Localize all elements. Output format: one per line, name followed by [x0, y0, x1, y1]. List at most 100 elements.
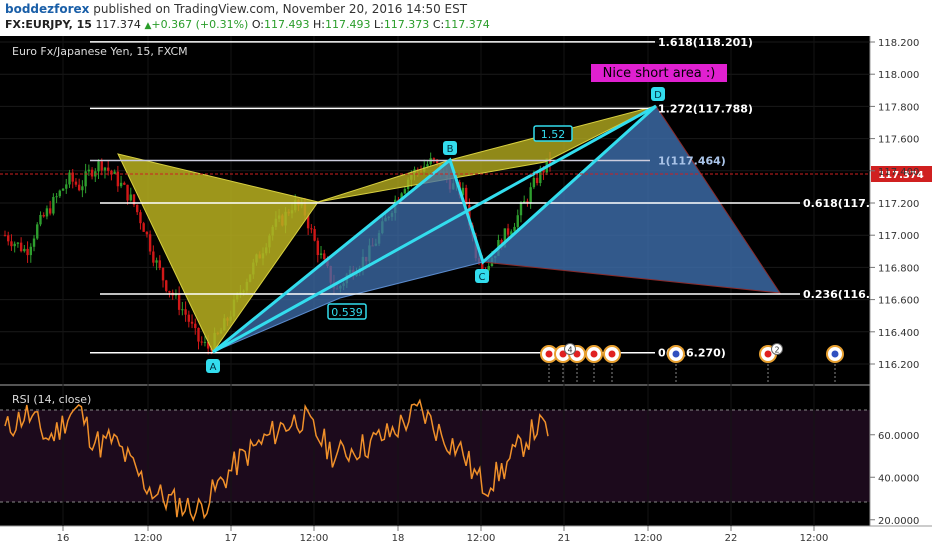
candle-body [148, 234, 152, 252]
up-triangle-icon: ▲ [144, 21, 152, 31]
symbol-label[interactable]: FX:EURJPY, 15 [5, 18, 92, 31]
price-change: +0.367 (+0.31%) [151, 18, 249, 31]
published-text: published on TradingView.com, November 2… [93, 2, 468, 16]
fib-label: 1.618(118.201) [658, 36, 753, 49]
candle-body [539, 168, 542, 184]
pattern-points: A B C D [206, 87, 665, 373]
candle-body [23, 248, 26, 252]
candle-body [71, 172, 74, 182]
candle-body [506, 228, 510, 235]
candle-body [139, 212, 142, 224]
candle-body [48, 208, 52, 214]
low-value: 117.373 [383, 18, 430, 31]
candle-body [306, 215, 310, 229]
candle-body [36, 224, 39, 239]
current-price-label: 117.374 [878, 170, 924, 181]
candle-body [400, 193, 403, 200]
candle-body [100, 161, 103, 171]
candle-body [519, 203, 523, 216]
author-link[interactable]: boddezforex [5, 2, 90, 16]
event-count-badge: 4 [567, 346, 572, 355]
candle-body [26, 248, 29, 256]
candle-body [203, 341, 207, 343]
candle-body [177, 293, 181, 310]
candle-body [13, 243, 16, 247]
candle-body [77, 184, 81, 191]
candle-body [10, 241, 13, 247]
time-axis [0, 526, 932, 550]
ohlc-line: FX:EURJPY, 15 117.374 ▲+0.367 (+0.31%) O… [5, 18, 490, 31]
time-tick-label: 18 [392, 533, 405, 544]
ratio-label: 1.52 [541, 128, 566, 141]
price-tick-label: 118.200 [878, 38, 919, 49]
candle-body [110, 170, 113, 175]
candle-body [136, 204, 139, 213]
price-tick-label: 117.200 [878, 199, 919, 210]
time-tick-label: 16 [57, 533, 70, 544]
candle-body [106, 167, 110, 171]
candle-body [119, 182, 123, 187]
candle-body [145, 231, 149, 235]
candle-body [503, 228, 507, 248]
price-tick-label: 116.800 [878, 263, 919, 274]
price-tick-label: 117.400 [878, 167, 919, 178]
candle-body [97, 161, 100, 172]
open-label: O: [251, 18, 264, 31]
ratio-box [327, 303, 367, 320]
candle-body [316, 240, 320, 256]
candle-body [516, 215, 519, 227]
time-tick-label: 21 [558, 533, 571, 544]
pattern-ad-leg [212, 104, 657, 354]
candle-body [526, 201, 529, 203]
candle-body [39, 214, 42, 225]
candle-body [16, 242, 20, 244]
candle-body [7, 235, 10, 242]
rsi-tick-label: 20.0000 [878, 516, 919, 527]
close-label: C: [432, 18, 445, 31]
candle-body [426, 164, 429, 167]
time-tick-label: 12:00 [467, 533, 496, 544]
time-tick-label: 17 [225, 533, 238, 544]
time-tick-label: 12:00 [134, 533, 163, 544]
price-tick-label: 116.400 [878, 328, 919, 339]
ratio-label: 0.539 [331, 306, 363, 319]
ratio-labels: 0.539 1.52 [327, 125, 573, 320]
time-tick-label: 12:00 [800, 533, 829, 544]
chart-canvas[interactable]: 1.618(118.201) 1.272(117.788) 1(117.464) 0.… [0, 36, 932, 550]
candle-body [90, 169, 94, 177]
candle-body [435, 159, 439, 164]
time-tick-label: 12:00 [300, 533, 329, 544]
high-label: H: [312, 18, 325, 31]
candle-body [45, 208, 49, 217]
candle-body [165, 280, 168, 291]
candle-body [129, 194, 132, 201]
point-marker [475, 269, 489, 283]
candle-body [158, 260, 161, 268]
price-tick-label: 117.800 [878, 102, 919, 113]
candle-body [3, 235, 7, 237]
candle-body [319, 253, 323, 256]
point-label: C [479, 272, 486, 283]
candle-body [529, 187, 532, 203]
candle-body [194, 323, 197, 329]
candle-body [68, 172, 71, 185]
price-tick-label: 116.600 [878, 296, 919, 307]
close-value: 117.374 [444, 18, 490, 31]
rsi-band [0, 410, 870, 502]
candle-body [323, 253, 326, 260]
current-price-tag [871, 166, 932, 182]
candle-body [464, 187, 468, 205]
candle-body [190, 321, 194, 324]
candle-body [155, 260, 158, 263]
ratio-box [533, 125, 573, 142]
candle-body [535, 177, 539, 184]
point-label: B [447, 144, 454, 155]
chart-header: boddezforex published on TradingView.com… [0, 0, 932, 36]
time-ticks: 16 12:00 17 12:00 18 12:00 21 12:00 22 12:00 [57, 526, 829, 544]
candle-body [161, 267, 165, 281]
candle-body [184, 309, 187, 315]
candle-body [84, 171, 87, 187]
candle-body [81, 186, 84, 191]
time-tick-label: 22 [725, 533, 738, 544]
